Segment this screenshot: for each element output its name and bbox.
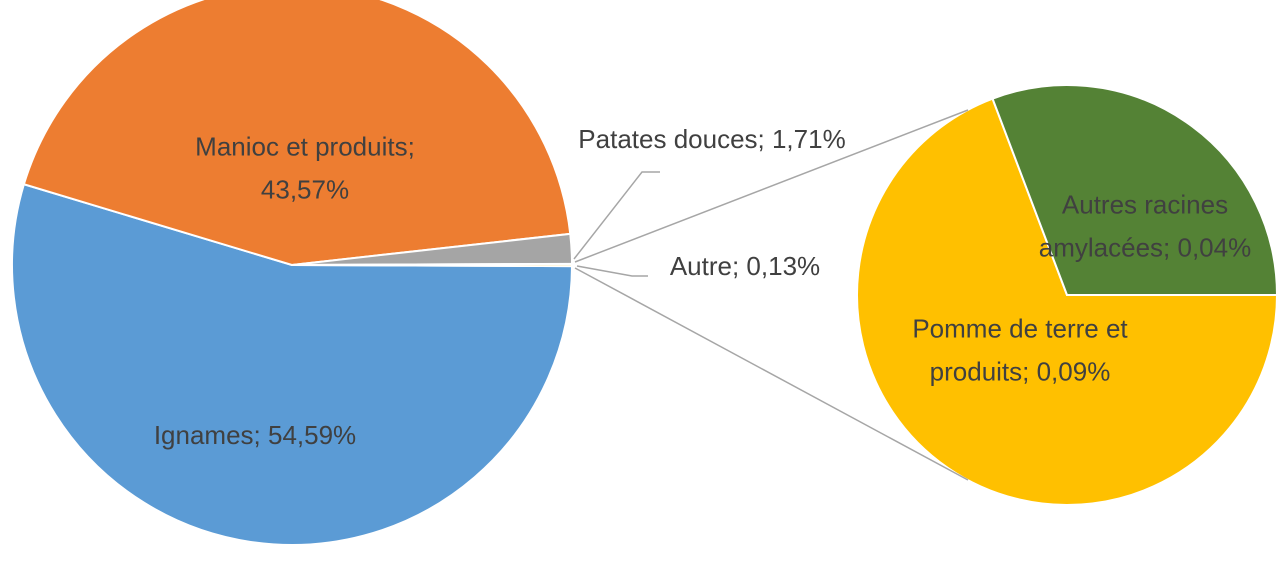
pie-slice bbox=[22, 0, 572, 267]
leader-line bbox=[573, 171, 660, 260]
data-label: Autres racines amylacées; 0,04% bbox=[1039, 189, 1251, 262]
leader-line bbox=[576, 265, 648, 277]
pie-slice bbox=[856, 97, 1279, 506]
pie-slice bbox=[291, 262, 574, 268]
pie-slice bbox=[991, 84, 1279, 296]
pie-slice bbox=[11, 183, 574, 546]
data-label: Manioc et produits; 43,57% bbox=[195, 131, 415, 204]
connector-line bbox=[574, 267, 969, 481]
data-label: Autre; 0,13% bbox=[670, 251, 820, 281]
data-label: Patates douces; 1,71% bbox=[578, 124, 845, 154]
connector-line bbox=[574, 109, 969, 263]
labels: Ignames; 54,59% Manioc et produits; 43,57%… bbox=[154, 124, 1251, 450]
data-label: Ignames; 54,59% bbox=[154, 420, 356, 450]
slices bbox=[11, 0, 1279, 546]
data-label: Pomme de terre et produits; 0,09% bbox=[912, 313, 1128, 386]
